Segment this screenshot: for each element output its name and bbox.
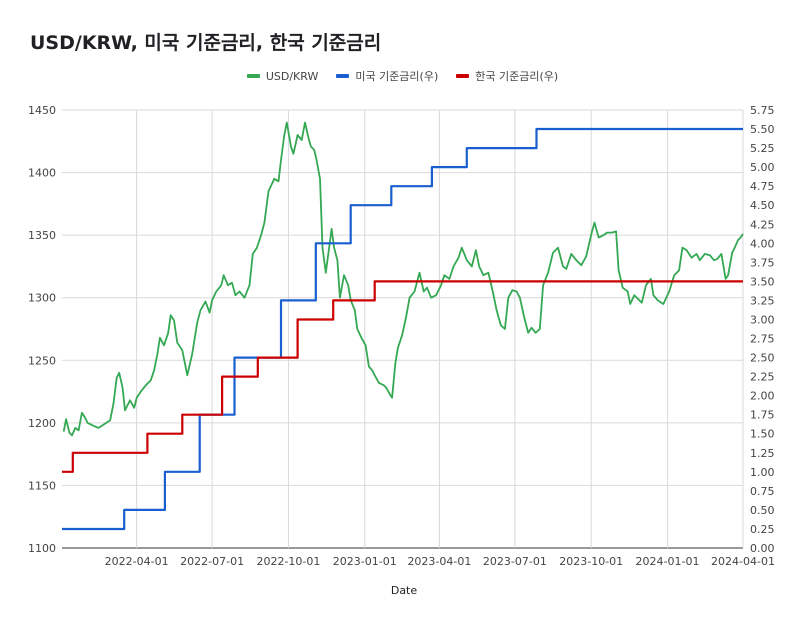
y-right-tick-label: 0.00 bbox=[750, 542, 775, 555]
legend-label-usdkrw: USD/KRW bbox=[265, 69, 319, 83]
x-tick-label: 2022-10-01 bbox=[256, 555, 320, 568]
x-tick-label: 2023-04-01 bbox=[407, 555, 471, 568]
y-right-tick-label: 0.75 bbox=[750, 485, 775, 498]
y-right-tick-label: 5.50 bbox=[750, 123, 775, 136]
y-right-tick-label: 5.25 bbox=[750, 142, 775, 155]
y-left-tick-label: 1150 bbox=[28, 479, 56, 492]
legend-item-usdkrw[interactable]: USD/KRW bbox=[246, 68, 319, 84]
y-right-tick-label: 4.25 bbox=[750, 218, 775, 231]
series-line-us-rate bbox=[62, 127, 743, 531]
x-tick-label: 2023-01-01 bbox=[333, 555, 397, 568]
series-line-kr-rate bbox=[62, 280, 743, 473]
y-left-tick-label: 1350 bbox=[28, 229, 56, 242]
y-left-tick-label: 1300 bbox=[28, 292, 56, 305]
y-left-tick-label: 1250 bbox=[28, 354, 56, 367]
y-right-tick-label: 0.50 bbox=[750, 504, 775, 517]
series-line-usdkrw bbox=[62, 121, 744, 437]
y-right-tick-label: 4.75 bbox=[750, 180, 775, 193]
legend-label-kr-rate: 한국 기준금리(우) bbox=[475, 70, 559, 83]
y-right-tick-label: 5.00 bbox=[750, 161, 775, 174]
x-tick-label: 2022-04-01 bbox=[105, 555, 169, 568]
x-tick-label: 2022-07-01 bbox=[180, 555, 244, 568]
y-right-tick-label: 1.25 bbox=[750, 447, 775, 460]
legend-label-us-rate: 미국 기준금리(우) bbox=[355, 70, 439, 83]
y-right-tick-label: 3.75 bbox=[750, 256, 775, 269]
y-right-tick-label: 2.25 bbox=[750, 371, 775, 384]
y-right-tick-label: 4.50 bbox=[750, 199, 775, 212]
x-tick-label: 2024-01-01 bbox=[636, 555, 700, 568]
legend-swatch-usdkrw bbox=[246, 74, 260, 78]
y-left-tick-label: 1100 bbox=[28, 542, 56, 555]
series-lines bbox=[62, 121, 744, 531]
axes: 1100 1150 1200 1250 1300 1350 1400 1450 0.00 0.25… bbox=[28, 104, 775, 568]
y-right-tick-label: 1.00 bbox=[750, 466, 775, 479]
y-right-tick-label: 3.25 bbox=[750, 294, 775, 307]
y-left-tick-label: 1400 bbox=[28, 167, 56, 180]
y-left-tick-label: 1200 bbox=[28, 417, 56, 430]
x-axis-title: Date bbox=[391, 584, 418, 597]
chart-title: USD/KRW, 미국 기준금리, 한국 기준금리 bbox=[30, 32, 382, 54]
y-right-tick-label: 3.00 bbox=[750, 313, 775, 326]
y-right-tick-label: 1.75 bbox=[750, 409, 775, 422]
y-right-tick-label: 1.50 bbox=[750, 428, 775, 441]
y-right-tick-label: 2.50 bbox=[750, 352, 775, 365]
legend-swatch-us-rate bbox=[336, 74, 350, 78]
y-right-tick-label: 0.25 bbox=[750, 523, 775, 536]
chart-legend: USD/KRW 미국 기준금리(우) 한국 기준금리(우) bbox=[0, 68, 805, 84]
legend-item-us-rate[interactable]: 미국 기준금리(우) bbox=[336, 68, 438, 84]
y-right-tick-label: 2.00 bbox=[750, 390, 775, 403]
y-right-tick-label: 3.50 bbox=[750, 275, 775, 288]
x-tick-label: 2023-07-01 bbox=[483, 555, 547, 568]
y-right-tick-label: 2.75 bbox=[750, 333, 775, 346]
x-tick-label: 2023-10-01 bbox=[559, 555, 623, 568]
legend-item-kr-rate[interactable]: 한국 기준금리(우) bbox=[456, 68, 558, 84]
y-left-tick-label: 1450 bbox=[28, 104, 56, 117]
legend-swatch-kr-rate bbox=[456, 74, 470, 78]
y-right-tick-label: 4.00 bbox=[750, 237, 775, 250]
y-right-tick-label: 5.75 bbox=[750, 104, 775, 117]
x-tick-label: 2024-04-01 bbox=[711, 555, 775, 568]
